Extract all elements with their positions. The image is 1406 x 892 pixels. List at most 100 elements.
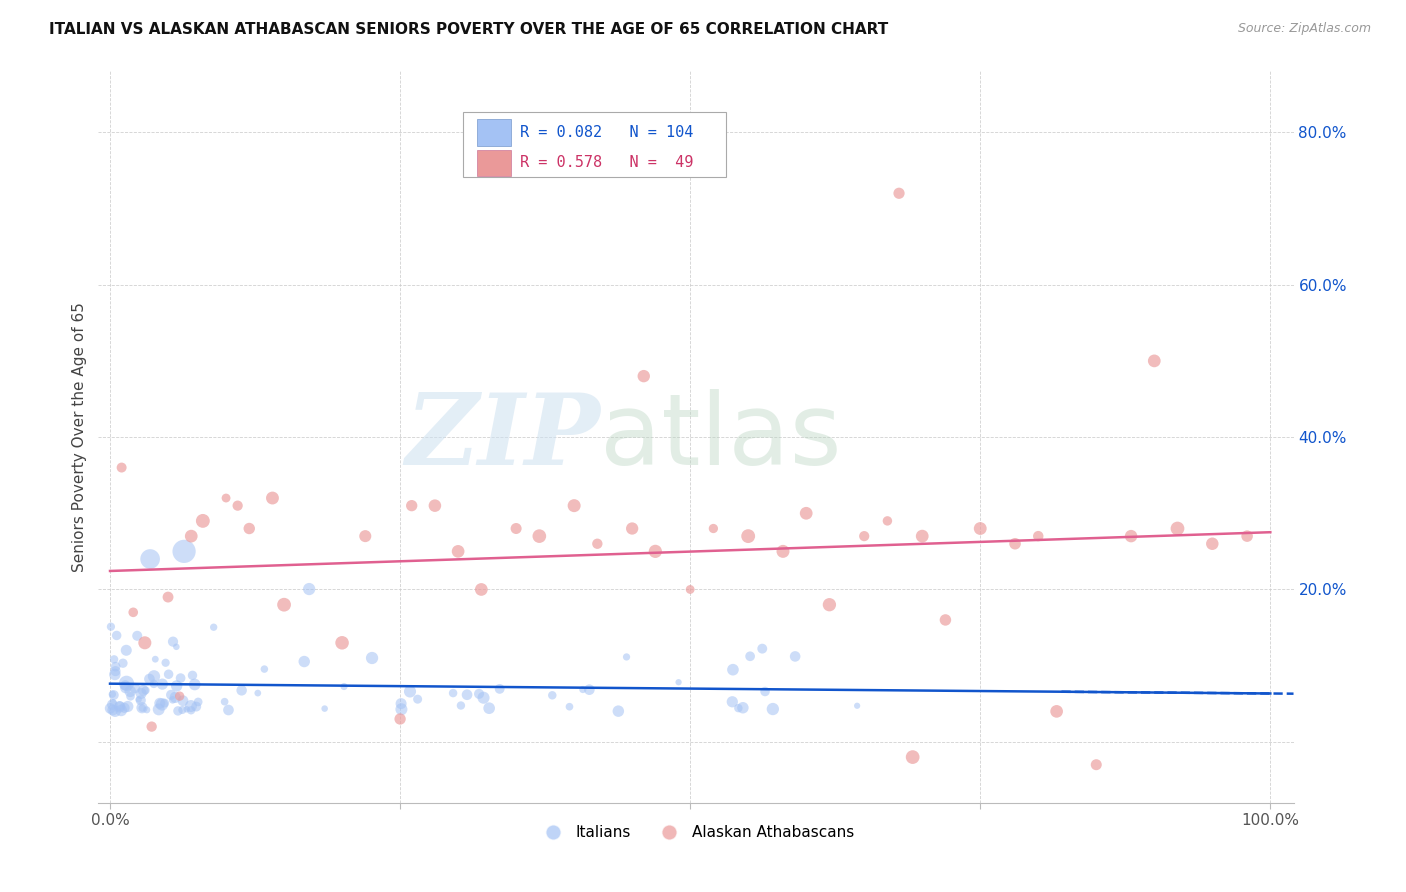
Point [876, 514, 898, 528]
Point [138, 672, 160, 686]
Point [751, 641, 773, 656]
Point [172, 703, 194, 717]
Point [911, 529, 934, 543]
Point [186, 699, 208, 714]
Point [934, 613, 956, 627]
Text: R = 0.578   N =  49: R = 0.578 N = 49 [520, 155, 693, 170]
Point [114, 678, 136, 692]
Point [135, 703, 157, 717]
Text: atlas: atlas [600, 389, 842, 485]
Point [160, 688, 183, 702]
Point [114, 681, 136, 695]
Point [668, 675, 690, 690]
Point [114, 701, 136, 715]
Point [173, 544, 195, 558]
Point [111, 460, 134, 475]
Point [633, 369, 655, 384]
Point [104, 664, 127, 678]
Point [104, 659, 127, 673]
Point [110, 703, 132, 717]
Point [150, 698, 173, 712]
Point [887, 186, 910, 201]
Point [391, 702, 413, 716]
Point [578, 682, 600, 697]
Point [141, 720, 163, 734]
Point [562, 499, 585, 513]
Point [292, 655, 315, 669]
Point [231, 683, 253, 698]
Point [122, 605, 145, 619]
Point [754, 684, 776, 698]
Point [361, 651, 384, 665]
Text: Source: ZipAtlas.com: Source: ZipAtlas.com [1237, 22, 1371, 36]
Point [607, 704, 630, 718]
Point [1046, 705, 1069, 719]
Point [187, 695, 209, 709]
Point [143, 652, 166, 666]
Text: ITALIAN VS ALASKAN ATHABASCAN SENIORS POVERTY OVER THE AGE OF 65 CORRELATION CHA: ITALIAN VS ALASKAN ATHABASCAN SENIORS PO… [49, 22, 889, 37]
Point [115, 643, 138, 657]
Point [101, 687, 124, 701]
Point [104, 704, 127, 718]
Point [298, 582, 321, 596]
Point [1236, 529, 1258, 543]
Point [139, 552, 162, 566]
Y-axis label: Seniors Poverty Over the Age of 65: Seniors Poverty Over the Age of 65 [72, 302, 87, 572]
Point [104, 667, 127, 681]
Point [389, 712, 412, 726]
Point [120, 690, 142, 704]
Point [1201, 537, 1223, 551]
Point [447, 544, 470, 558]
Point [441, 686, 464, 700]
Point [969, 521, 991, 535]
Point [401, 499, 423, 513]
Point [1004, 537, 1026, 551]
Point [117, 699, 139, 714]
Point [127, 629, 149, 643]
Point [169, 671, 191, 685]
Point [226, 499, 249, 513]
Point [238, 521, 260, 535]
Point [333, 680, 356, 694]
Point [108, 699, 131, 714]
Point [785, 649, 807, 664]
Point [505, 521, 527, 535]
Point [183, 677, 205, 691]
Point [111, 656, 134, 670]
Point [157, 590, 180, 604]
Point [262, 491, 284, 505]
Point [314, 701, 336, 715]
Point [740, 649, 762, 664]
Point [727, 701, 749, 715]
Point [101, 696, 124, 710]
Text: ZIP: ZIP [405, 389, 600, 485]
Point [541, 688, 564, 702]
Point [148, 702, 170, 716]
Point [450, 698, 472, 713]
Point [399, 684, 422, 698]
Point [214, 695, 236, 709]
Point [181, 668, 204, 682]
Point [586, 537, 609, 551]
Point [456, 688, 478, 702]
Point [202, 620, 225, 634]
FancyBboxPatch shape [477, 150, 510, 176]
Point [721, 695, 744, 709]
Point [153, 696, 176, 710]
Point [644, 544, 666, 558]
Point [131, 701, 153, 715]
Point [253, 662, 276, 676]
Point [101, 698, 124, 712]
Point [1119, 529, 1142, 543]
Point [105, 628, 128, 642]
Point [702, 521, 724, 535]
Point [157, 667, 180, 681]
Point [1143, 354, 1166, 368]
Point [354, 529, 377, 543]
Point [470, 582, 492, 597]
Point [406, 692, 429, 706]
Point [1085, 757, 1108, 772]
Point [1026, 529, 1049, 543]
Point [330, 636, 353, 650]
Point [162, 693, 184, 707]
